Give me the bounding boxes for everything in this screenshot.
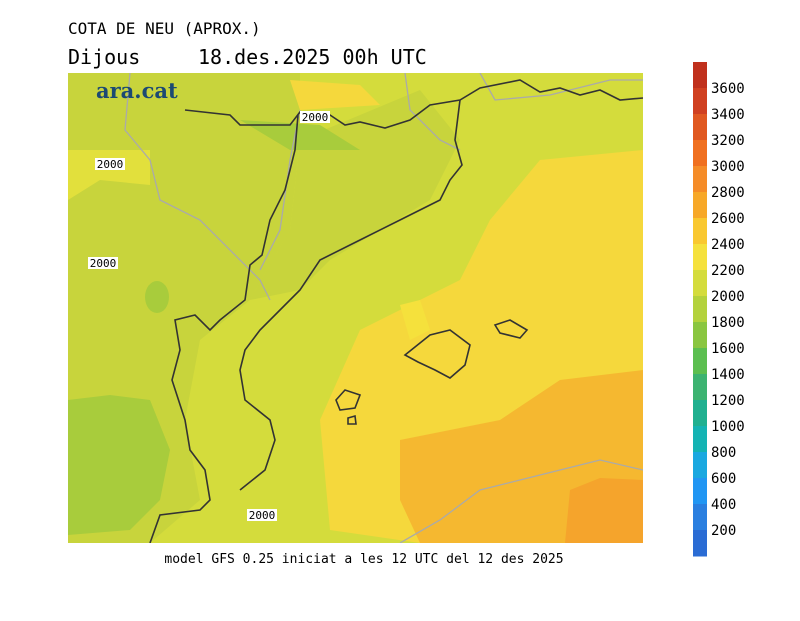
colorbar-label: 1400 bbox=[711, 367, 745, 383]
colorbar-label: 1000 bbox=[711, 419, 745, 435]
colorbar-label: 200 bbox=[711, 523, 736, 539]
colorbar-swatch bbox=[693, 530, 707, 557]
footer: model GFS 0.25 iniciat a les 12 UTC del … bbox=[164, 552, 563, 567]
contour-label: 2000 bbox=[249, 509, 276, 522]
colorbar-label: 1200 bbox=[711, 393, 745, 409]
colorbar-swatch bbox=[693, 166, 707, 193]
zone bbox=[290, 80, 380, 110]
colorbar-swatch bbox=[693, 218, 707, 245]
border-line bbox=[399, 459, 643, 543]
colorbar-swatch bbox=[693, 478, 707, 505]
colorbar-label: 3000 bbox=[711, 159, 745, 175]
colorbar-label: 2200 bbox=[711, 263, 745, 279]
title: COTA DE NEU (APROX.) bbox=[68, 19, 261, 38]
colorbar-label: 400 bbox=[711, 497, 736, 513]
zone bbox=[565, 478, 643, 543]
colorbar-swatch bbox=[693, 270, 707, 297]
colorbar-label: 3400 bbox=[711, 107, 745, 123]
colorbar-swatch bbox=[693, 192, 707, 219]
island bbox=[493, 319, 529, 339]
colorbar-swatch bbox=[693, 452, 707, 479]
zone bbox=[68, 395, 170, 535]
colorbar-swatch bbox=[693, 374, 707, 401]
border-line bbox=[479, 73, 643, 101]
colorbar-swatch bbox=[693, 88, 707, 115]
colorbar-swatch bbox=[693, 348, 707, 375]
colorbar-label: 2400 bbox=[711, 237, 745, 253]
colorbar-label: 2000 bbox=[711, 289, 745, 305]
contour-label: 2000 bbox=[97, 158, 124, 171]
coastline bbox=[149, 114, 299, 543]
island bbox=[335, 389, 362, 411]
colorbar-swatch bbox=[693, 296, 707, 323]
logo: ara.cat bbox=[96, 78, 178, 103]
day: Dijous bbox=[68, 45, 140, 69]
colorbar-label: 2600 bbox=[711, 211, 745, 227]
map: ara.cat 2000 2000 2000 2000 bbox=[68, 73, 643, 543]
colorbar: 3600 3400 3200 3000 2800 2600 2400 2200 2000 1800… bbox=[693, 62, 745, 557]
colorbar-swatch bbox=[693, 114, 707, 141]
colorbar-label: 600 bbox=[711, 471, 736, 487]
colorbar-swatch bbox=[693, 322, 707, 349]
colorbar-label: 1800 bbox=[711, 315, 745, 331]
coastline bbox=[184, 79, 643, 129]
zone bbox=[240, 120, 360, 150]
colorbar-swatch bbox=[693, 400, 707, 427]
colorbar-swatch bbox=[693, 244, 707, 271]
border-line bbox=[259, 109, 301, 271]
colorbar-swatch bbox=[693, 140, 707, 167]
border-line bbox=[404, 73, 461, 151]
border-line bbox=[124, 73, 271, 301]
contour-label: 2000 bbox=[90, 257, 117, 270]
contour-label: 2000 bbox=[302, 111, 329, 124]
zone bbox=[400, 300, 430, 340]
colorbar-swatch bbox=[693, 62, 707, 89]
date: 18.des.2025 00h UTC bbox=[198, 45, 427, 69]
island bbox=[403, 329, 471, 379]
coastline bbox=[239, 99, 463, 491]
colorbar-label: 2800 bbox=[711, 185, 745, 201]
zone bbox=[145, 281, 169, 313]
colorbar-label: 1600 bbox=[711, 341, 745, 357]
colorbar-label: 800 bbox=[711, 445, 736, 461]
colorbar-swatch bbox=[693, 504, 707, 531]
colorbar-label: 3200 bbox=[711, 133, 745, 149]
island bbox=[347, 414, 357, 425]
colorbar-swatch bbox=[693, 426, 707, 453]
colorbar-label: 3600 bbox=[711, 81, 745, 97]
zone bbox=[68, 150, 150, 200]
